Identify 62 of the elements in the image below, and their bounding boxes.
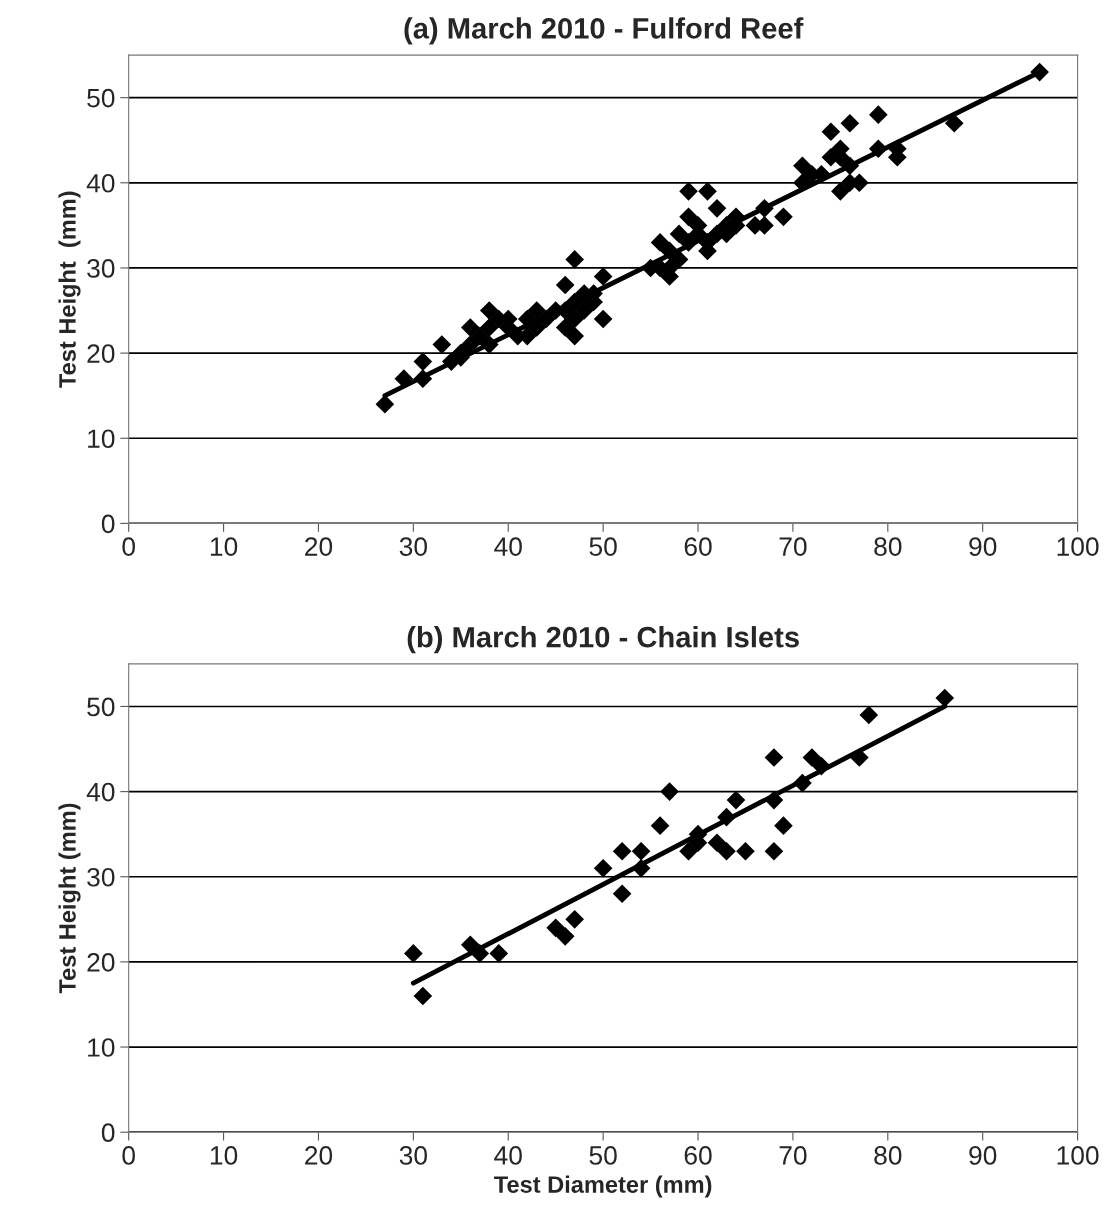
y-tick-label: 0 bbox=[101, 514, 115, 534]
x-tick-label: 50 bbox=[589, 537, 617, 556]
point bbox=[593, 858, 613, 878]
x-tick-label: 20 bbox=[305, 1146, 333, 1165]
y-tick-label: 30 bbox=[87, 259, 115, 278]
x-tick-label: 10 bbox=[210, 1146, 238, 1165]
point bbox=[764, 841, 784, 861]
point bbox=[555, 927, 575, 946]
point bbox=[679, 841, 698, 861]
x-tick-label: 70 bbox=[779, 1146, 807, 1165]
y-tick-label: 20 bbox=[87, 953, 115, 972]
point bbox=[489, 944, 509, 963]
point bbox=[612, 841, 632, 861]
chart-title: (b) March 2010 - Chain Islets bbox=[407, 626, 799, 654]
x-tick-label: 0 bbox=[122, 1146, 135, 1165]
point bbox=[726, 790, 746, 810]
y-axis-title: Test Height (mm) bbox=[58, 191, 81, 388]
chart-title: (a) March 2010 - Fulford Reef bbox=[404, 17, 804, 45]
point bbox=[802, 748, 822, 767]
x-tick-label: 70 bbox=[779, 537, 807, 556]
point bbox=[565, 910, 584, 929]
x-tick-label: 10 bbox=[210, 537, 238, 556]
x-tick-label: 60 bbox=[684, 1146, 712, 1165]
y-tick-label: 50 bbox=[87, 697, 115, 717]
x-tick-label: 100 bbox=[1057, 537, 1099, 556]
point bbox=[774, 816, 793, 835]
x-tick-label: 30 bbox=[399, 1146, 427, 1165]
x-tick-label: 100 bbox=[1057, 1146, 1099, 1165]
y-tick-label: 10 bbox=[88, 1038, 115, 1057]
y-tick-label: 10 bbox=[88, 429, 115, 449]
x-tick-label: 90 bbox=[969, 537, 997, 556]
point bbox=[736, 841, 755, 861]
point bbox=[935, 688, 955, 708]
y-tick-label: 30 bbox=[87, 867, 115, 887]
point bbox=[546, 918, 566, 938]
x-tick-label: 20 bbox=[305, 537, 333, 556]
x-tick-label: 40 bbox=[494, 1146, 522, 1165]
point bbox=[707, 833, 727, 853]
x-tick-label: 60 bbox=[684, 537, 712, 556]
point bbox=[859, 705, 879, 725]
point bbox=[764, 748, 784, 767]
x-tick-label: 50 bbox=[589, 1146, 617, 1165]
y-tick-label: 40 bbox=[86, 173, 115, 193]
y-tick-label: 0 bbox=[101, 1123, 115, 1143]
point bbox=[717, 841, 736, 861]
y-tick-label: 40 bbox=[86, 782, 115, 802]
x-axis-title: Test Diameter (mm) bbox=[494, 1175, 712, 1198]
point bbox=[660, 782, 679, 801]
point bbox=[631, 841, 651, 861]
x-tick-label: 40 bbox=[494, 537, 522, 556]
x-tick-label: 80 bbox=[874, 537, 902, 556]
x-tick-label: 90 bbox=[969, 1146, 997, 1165]
x-tick-label: 30 bbox=[399, 537, 427, 556]
y-tick-label: 20 bbox=[87, 344, 115, 363]
point bbox=[413, 986, 433, 1006]
y-axis-title: Test Height (mm) bbox=[58, 803, 81, 994]
y-tick-label: 50 bbox=[87, 88, 115, 108]
point bbox=[404, 944, 423, 963]
point bbox=[612, 884, 632, 904]
point bbox=[650, 816, 670, 835]
x-tick-label: 0 bbox=[122, 537, 135, 556]
x-tick-label: 80 bbox=[874, 1146, 902, 1165]
